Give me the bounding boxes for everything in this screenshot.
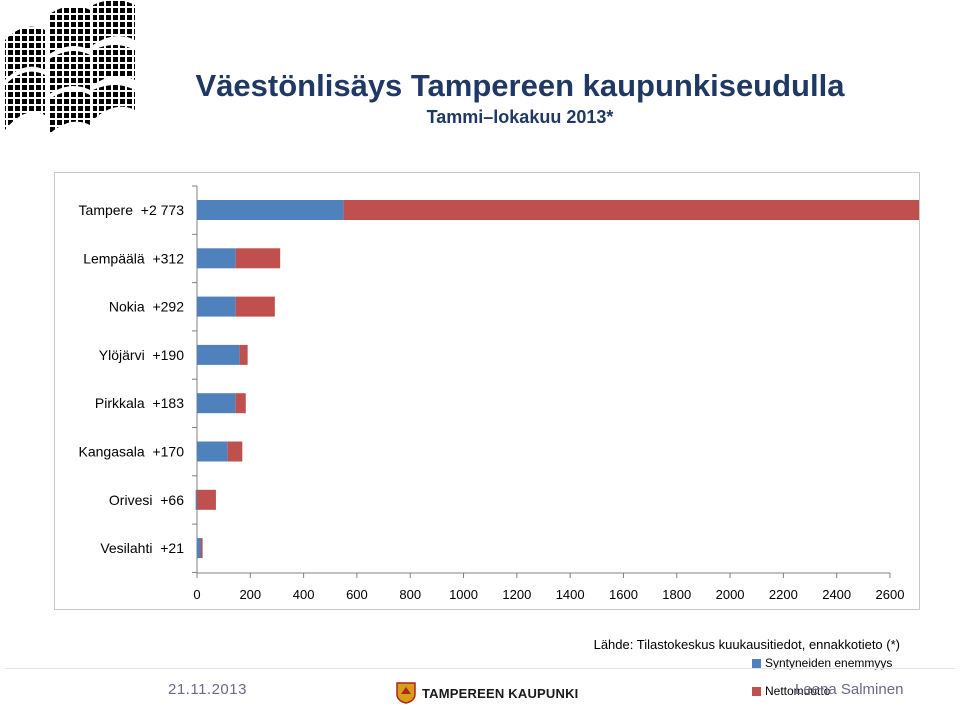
city-crest-icon — [396, 682, 416, 704]
footer-brand: TAMPEREEN KAUPUNKI — [396, 682, 578, 704]
x-tick-label: 400 — [293, 587, 315, 602]
bar-nettomuutto — [235, 296, 275, 317]
bar-chart: 0 200 400 600 800 1000 1200 1400 1600 1800 2000 220… — [79, 185, 919, 602]
chart-title: Väestönlisäys Tampereen kaupunkiseudulla — [195, 68, 845, 103]
legend-item-series-1: Syntyneiden enemmyys — [752, 656, 892, 670]
x-tick-label: 1600 — [609, 587, 638, 602]
category-label: Orivesi +66 — [109, 492, 184, 508]
x-tick-label: 0 — [193, 587, 200, 602]
footer-date: 21.11.2013 — [168, 681, 247, 698]
bar-nettomuutto — [239, 344, 248, 365]
bar-nettomuutto — [200, 538, 203, 559]
x-tick-label: 600 — [346, 587, 368, 602]
legend-swatch-series-2 — [752, 686, 761, 696]
city-logo — [0, 0, 140, 145]
x-tick-label: 2400 — [822, 587, 851, 602]
legend-item-series-2: Nettomuutto — [752, 684, 892, 698]
legend-swatch-series-1 — [752, 658, 761, 668]
chart-legend: Syntyneiden enemmyys Nettomuutto — [752, 656, 892, 712]
footer-author: Leena Salminen — [795, 681, 904, 698]
category-label: Lempäälä +312 — [83, 250, 184, 266]
bar-nettomuutto — [227, 441, 243, 462]
chart-subtitle: Tammi–lokakuu 2013* — [426, 107, 614, 127]
chart-area: 0 200 400 600 800 1000 1200 1400 1600 1800 2000 220… — [54, 172, 920, 698]
x-tick-label: 1800 — [662, 587, 691, 602]
category-label: Vesilahti +21 — [100, 540, 184, 556]
bar-nettomuutto — [197, 489, 216, 510]
x-tick-label: 1200 — [502, 587, 531, 602]
category-label: Ylöjärvi +190 — [99, 347, 184, 363]
bar-syntyneiden-enemmyys — [197, 441, 228, 462]
footer-divider — [5, 668, 955, 669]
bar-syntyneiden-enemmyys — [197, 393, 236, 414]
category-label: Kangasala +170 — [79, 444, 185, 460]
category-label: Pirkkala +183 — [95, 395, 184, 411]
source-note: Lähde: Tilastokeskus kuukausitiedot, enn… — [593, 637, 900, 652]
bar-syntyneiden-enemmyys — [197, 248, 236, 269]
x-tick-label: 2600 — [876, 587, 905, 602]
bar-syntyneiden-enemmyys — [197, 296, 236, 317]
legend-label-series-2: Nettomuutto — [765, 684, 831, 698]
bar-nettomuutto — [235, 393, 246, 414]
x-tick-label: 800 — [399, 587, 421, 602]
footer-brand-text: TAMPEREEN KAUPUNKI — [422, 685, 579, 701]
legend-label-series-1: Syntyneiden enemmyys — [765, 656, 893, 670]
bar-syntyneiden-enemmyys — [195, 489, 197, 510]
category-label: Tampere +2 773 — [79, 202, 185, 218]
x-tick-label: 1000 — [449, 587, 478, 602]
bar-syntyneiden-enemmyys — [197, 200, 344, 220]
x-tick-label: 2200 — [769, 587, 798, 602]
bar-syntyneiden-enemmyys — [197, 344, 240, 365]
x-tick-label: 1400 — [556, 587, 585, 602]
x-tick-label: 200 — [239, 587, 261, 602]
bar-nettomuutto — [235, 248, 281, 269]
x-tick-label: 2000 — [716, 587, 745, 602]
bar-syntyneiden-enemmyys — [197, 538, 201, 559]
category-label: Nokia +292 — [109, 299, 184, 315]
bar-nettomuutto — [343, 200, 919, 220]
